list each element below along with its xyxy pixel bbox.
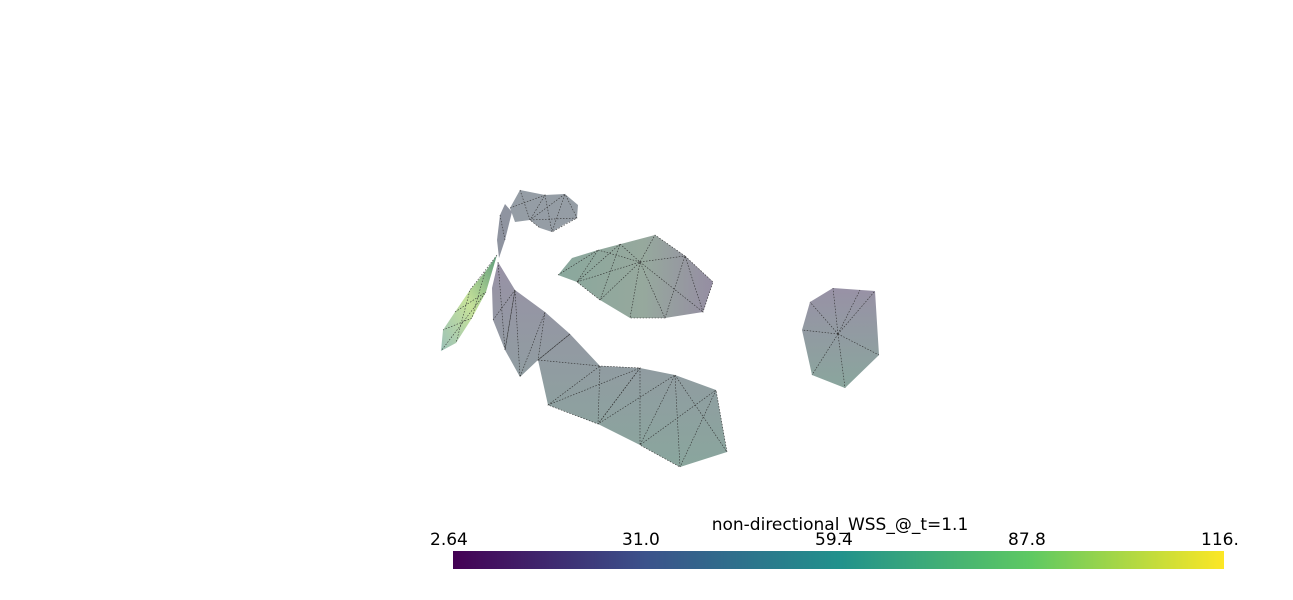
mesh-patch-top bbox=[509, 189, 578, 233]
mesh-patch-leaf bbox=[440, 204, 512, 352]
mesh-patch-lower bbox=[492, 261, 728, 468]
mesh-patch-right bbox=[801, 287, 880, 389]
mesh-patch-middle bbox=[557, 234, 714, 319]
